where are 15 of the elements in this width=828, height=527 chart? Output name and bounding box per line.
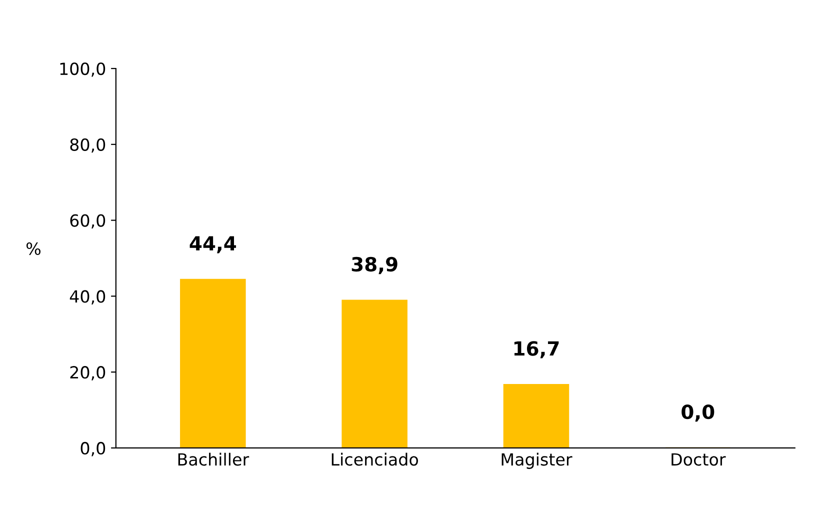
y-tick-label: 40,0 [70, 290, 106, 304]
y-tick-label: 0,0 [80, 442, 106, 456]
data-label: 16,7 [514, 341, 559, 358]
y-axis-title: % [26, 242, 40, 255]
data-label: 38,9 [352, 256, 398, 274]
y-tick-label: 80,0 [70, 138, 106, 153]
data-label: 0,0 [682, 404, 714, 422]
y-tick-label: 60,0 [70, 214, 106, 229]
x-tick-label: Doctor [672, 453, 726, 466]
y-tick-label: 100,0 [60, 62, 106, 77]
data-label: 44,4 [190, 236, 236, 254]
x-tick-label: Bachiller [178, 452, 250, 466]
x-tick-label: Magister [502, 452, 572, 469]
y-tick-label: 20,0 [70, 366, 106, 380]
x-tick-label: Licenciado [332, 452, 418, 466]
